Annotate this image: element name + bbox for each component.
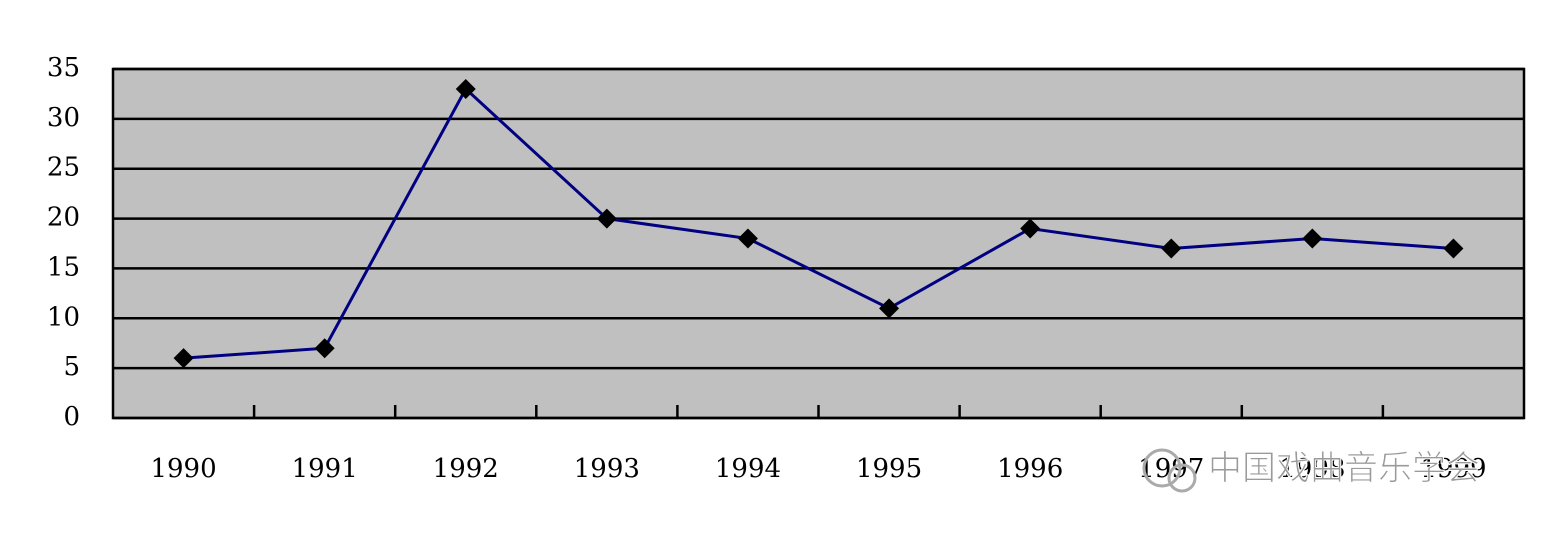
marker bbox=[455, 78, 476, 99]
marker bbox=[879, 298, 900, 319]
y-tick-label: 25 bbox=[47, 153, 80, 183]
y-tick-label: 5 bbox=[63, 352, 80, 382]
y-tick-label: 30 bbox=[47, 103, 80, 133]
x-tick-label: 1994 bbox=[715, 454, 781, 484]
x-tick-label: 1995 bbox=[856, 454, 922, 484]
watermark: 中国戏曲音乐学会 bbox=[1208, 449, 1480, 489]
line bbox=[183, 86, 1454, 360]
x-tick-label: 1999 bbox=[1420, 454, 1486, 484]
y-tick-label: 0 bbox=[63, 402, 80, 432]
x-tick-label: 1998 bbox=[1279, 454, 1345, 484]
marker bbox=[1443, 238, 1464, 259]
marker bbox=[1161, 238, 1182, 259]
y-tick-label: 15 bbox=[47, 252, 80, 282]
watermark-icon bbox=[1142, 448, 1197, 493]
y-tick-label: 35 bbox=[47, 53, 80, 83]
marker bbox=[314, 338, 335, 359]
marker bbox=[173, 348, 194, 369]
y-tick-label: 10 bbox=[47, 302, 80, 332]
marker bbox=[1020, 218, 1041, 239]
marker bbox=[737, 228, 758, 249]
y-tick-label: 20 bbox=[47, 203, 80, 233]
marker bbox=[596, 208, 617, 229]
x-tick-label: 1992 bbox=[433, 454, 499, 484]
plot-area bbox=[113, 69, 1524, 418]
x-tick-label: 1993 bbox=[574, 454, 640, 484]
marker bbox=[1302, 228, 1323, 249]
x-tick-label: 1996 bbox=[997, 454, 1063, 484]
x-tick-label: 1990 bbox=[150, 454, 216, 484]
x-tick-label: 1991 bbox=[292, 454, 358, 484]
